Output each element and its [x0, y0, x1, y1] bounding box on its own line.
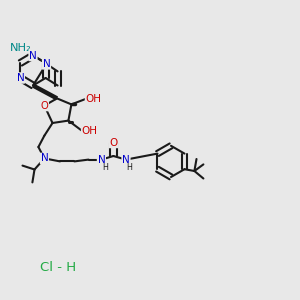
Text: N: N — [98, 154, 105, 165]
Text: O: O — [109, 137, 118, 148]
Text: H: H — [127, 163, 133, 172]
Text: Cl - H: Cl - H — [40, 261, 76, 274]
Text: O: O — [40, 100, 48, 111]
Text: N: N — [16, 73, 24, 83]
Text: OH: OH — [82, 125, 98, 136]
Text: NH₂: NH₂ — [10, 43, 31, 53]
Text: OH: OH — [85, 94, 101, 104]
Text: N: N — [29, 50, 37, 61]
Text: N: N — [122, 154, 130, 165]
Text: N: N — [40, 153, 48, 164]
Text: H: H — [102, 163, 108, 172]
Text: N: N — [43, 59, 50, 69]
